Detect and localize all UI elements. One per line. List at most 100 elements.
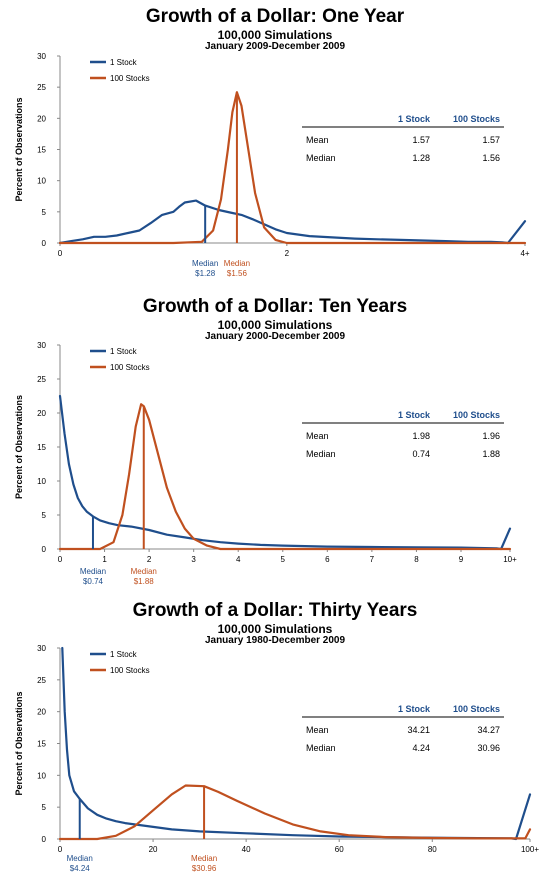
y-tick-label: 15 [37, 146, 46, 155]
median-label: Median [224, 259, 250, 268]
chart-title: Growth of a Dollar: Ten Years [142, 296, 408, 317]
median-label: Median [191, 854, 217, 863]
chart-thirty-years: 0 5 10 15 20 25 30 0 20 40 60 80 100+ Percent of Obse… [14, 644, 539, 873]
legend-label: 100 Stocks [110, 74, 150, 83]
stats-table-cell: 34.27 [477, 725, 500, 735]
x-tick-label: 0 [58, 555, 63, 564]
x-tick-label: 3 [191, 555, 196, 564]
median-value: $1.88 [134, 577, 155, 586]
stats-table-header: 1 Stock [398, 114, 431, 124]
legend-label: 1 Stock [110, 58, 138, 67]
median-value: $4.24 [70, 864, 91, 873]
legend-label: 100 Stocks [110, 363, 150, 372]
stats-table-header: 1 Stock [398, 410, 431, 420]
stats-table-cell: 30.96 [477, 743, 500, 753]
x-tick-label: 2 [285, 249, 290, 258]
y-axis-label: Percent of Observations [14, 691, 24, 795]
y-tick-label: 20 [37, 114, 46, 123]
y-tick-label: 0 [42, 545, 47, 554]
x-tick-label: 4 [236, 555, 241, 564]
y-tick-label: 25 [37, 83, 46, 92]
x-tick-label: 4+ [520, 249, 529, 258]
chart-ten-years: 0 5 10 15 20 25 30 0 1 2 3 4 5 6 7 8 9 10+ Percent of Obse… [14, 341, 517, 586]
y-tick-label: 0 [42, 239, 47, 248]
stats-table-cell: 1.28 [412, 153, 430, 163]
stats-table-cell: 1.88 [482, 449, 500, 459]
stats-table-row-label: Mean [306, 431, 329, 441]
chart-period: January 2009-December 2009 [204, 41, 346, 52]
series-line-one-stock [58, 394, 512, 551]
y-tick-label: 30 [37, 52, 46, 61]
chart-subtitle: 100,000 Simulations [217, 28, 333, 42]
stats-table-cell: 1.56 [482, 153, 500, 163]
x-tick-label: 0 [58, 249, 63, 258]
y-tick-label: 30 [37, 644, 46, 653]
y-tick-label: 5 [42, 511, 47, 520]
stats-table-cell: 4.24 [412, 743, 430, 753]
stats-table-cell: 1.96 [482, 431, 500, 441]
series-line-one-stock [61, 646, 532, 841]
median-label: Median [192, 259, 218, 268]
stats-table-row-label: Mean [306, 725, 329, 735]
chart-panel-one-year: Growth of a Dollar: One Year 100,000 Sim… [0, 0, 550, 290]
y-tick-label: 10 [37, 177, 46, 186]
x-tick-label: 7 [370, 555, 375, 564]
median-label: Median [67, 854, 93, 863]
y-tick-label: 25 [37, 375, 46, 384]
median-label: Median [80, 567, 106, 576]
y-axis-label: Percent of Observations [14, 395, 24, 499]
x-tick-label: 2 [147, 555, 152, 564]
y-tick-label: 20 [37, 409, 46, 418]
median-label: Median [131, 567, 157, 576]
chart-one-year: 0 5 10 15 20 25 30 0 2 4+ Percent of Observations 1… [14, 52, 530, 278]
chart-period: January 1980-December 2009 [204, 635, 346, 646]
x-tick-label: 8 [414, 555, 419, 564]
chart-title: Growth of a Dollar: One Year [145, 6, 405, 27]
y-tick-label: 0 [42, 835, 47, 844]
stats-table-row-label: Median [306, 153, 336, 163]
stats-table-cell: 1.57 [412, 135, 430, 145]
y-tick-label: 15 [37, 740, 46, 749]
x-tick-label: 6 [325, 555, 330, 564]
stats-table-row-label: Median [306, 449, 336, 459]
y-tick-label: 10 [37, 771, 46, 780]
stats-table-header: 100 Stocks [453, 114, 500, 124]
y-tick-label: 20 [37, 708, 46, 717]
stats-table-header: 100 Stocks [453, 704, 500, 714]
chart-panel-ten-years: Growth of a Dollar: Ten Years 100,000 Si… [0, 290, 550, 590]
x-tick-label: 9 [459, 555, 464, 564]
y-tick-label: 25 [37, 676, 46, 685]
legend-label: 100 Stocks [110, 666, 150, 675]
median-value: $1.28 [195, 269, 216, 278]
legend-label: 1 Stock [110, 347, 138, 356]
x-tick-label: 40 [242, 845, 251, 854]
x-tick-label: 80 [428, 845, 437, 854]
chart-title: Growth of a Dollar: Thirty Years [132, 600, 418, 621]
chart-subtitle: 100,000 Simulations [217, 622, 333, 636]
x-tick-label: 20 [149, 845, 158, 854]
stats-table-cell: 1.98 [412, 431, 430, 441]
median-value: $0.74 [83, 577, 104, 586]
series-line-hundred-stocks [58, 784, 532, 841]
y-tick-label: 5 [42, 803, 47, 812]
y-tick-label: 5 [42, 208, 47, 217]
x-tick-label: 100+ [521, 845, 539, 854]
x-tick-label: 0 [58, 845, 63, 854]
y-tick-label: 30 [37, 341, 46, 350]
stats-table-cell: 34.21 [407, 725, 430, 735]
stats-table-header: 1 Stock [398, 704, 431, 714]
stats-table-row-label: Median [306, 743, 336, 753]
y-tick-label: 15 [37, 443, 46, 452]
median-value: $1.56 [227, 269, 248, 278]
stats-table-header: 100 Stocks [453, 410, 500, 420]
series-line-one-stock [58, 199, 527, 245]
chart-panel-thirty-years: Growth of a Dollar: Thirty Years 100,000… [0, 594, 550, 889]
median-value: $30.96 [192, 864, 217, 873]
stats-table-cell: 1.57 [482, 135, 500, 145]
legend-label: 1 Stock [110, 650, 138, 659]
stats-table-cell: 0.74 [412, 449, 430, 459]
chart-subtitle: 100,000 Simulations [217, 318, 333, 332]
stats-table-row-label: Mean [306, 135, 329, 145]
x-tick-label: 5 [281, 555, 286, 564]
series-line-hundred-stocks [58, 403, 512, 551]
